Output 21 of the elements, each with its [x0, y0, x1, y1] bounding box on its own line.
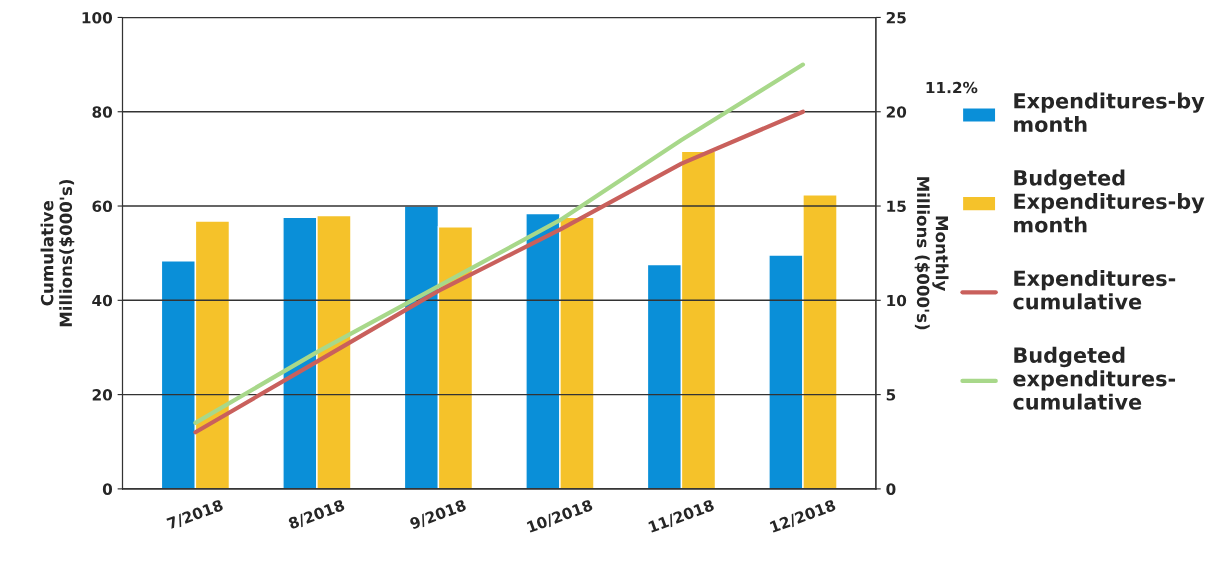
y-tick-label: 20: [92, 389, 113, 401]
y2-tick-label: 0: [886, 483, 896, 495]
y2-tick-label: 5: [886, 389, 896, 401]
y2-axis-title: Monthly Millions ($000's): [914, 177, 949, 330]
legend-label: Budgeted Expenditures-by month: [1014, 169, 1205, 233]
line-series: [193, 109, 806, 435]
y-tick-label: 60: [92, 200, 113, 213]
y-axis-title: Cumulative Millions($000's): [40, 179, 75, 327]
legend-label: Expenditures- cumulative: [1013, 270, 1176, 310]
y2-tick-label: 20: [886, 106, 907, 118]
legend-label: Expenditures-by month: [1014, 92, 1205, 133]
text: 11.2%: [926, 81, 978, 94]
y-tick-label: 100: [82, 11, 113, 24]
line-series: [193, 62, 806, 425]
y-tick-label: 0: [102, 483, 113, 495]
y2-tick-label: 10: [887, 294, 907, 307]
y-tick-label: 80: [92, 106, 113, 118]
y2-tick-label: 15: [887, 200, 906, 213]
y-tick-label: 40: [92, 294, 113, 307]
y2-tick-label: 25: [886, 11, 906, 24]
legend-label: Budgeted expenditures- cumulative: [1013, 346, 1176, 410]
